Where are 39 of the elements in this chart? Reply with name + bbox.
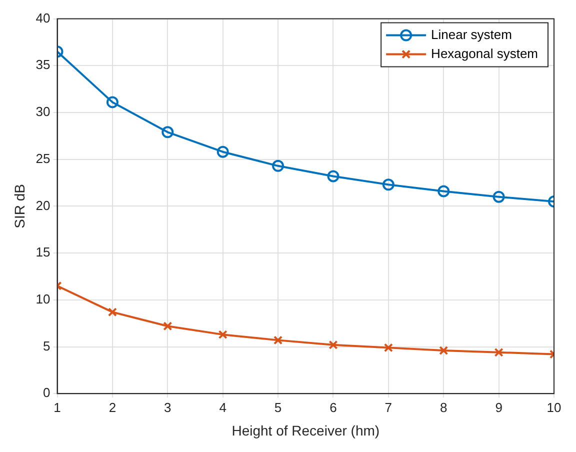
point <box>218 330 228 340</box>
y-tick-label: 40 <box>36 10 50 26</box>
y-tick-label: 5 <box>43 338 50 354</box>
y-tick-label: 0 <box>43 385 50 400</box>
y-tick-label: 35 <box>36 57 50 72</box>
point <box>492 190 505 203</box>
point <box>162 126 174 138</box>
point <box>439 346 448 356</box>
point <box>274 336 283 345</box>
y-tick-label: 10 <box>36 291 50 306</box>
y-tick-label: 30 <box>36 104 50 120</box>
point <box>328 340 338 350</box>
point <box>108 308 117 317</box>
x-tick-label: 3 <box>164 400 172 415</box>
x-tick-label: 1 <box>54 400 61 415</box>
point <box>327 170 340 182</box>
point <box>494 348 504 357</box>
x-tick-label: 4 <box>219 400 226 415</box>
point <box>384 343 393 352</box>
legend-label: Hexagonal system <box>431 46 538 61</box>
x-axis-title: Height of Receiver (hm) <box>232 422 380 438</box>
x-tick-label: 10 <box>546 400 562 415</box>
point <box>216 146 229 158</box>
point <box>106 96 118 108</box>
y-tick-label: 15 <box>36 244 50 260</box>
legend-label: Linear system <box>431 26 512 42</box>
point <box>272 160 284 172</box>
x-tick-label: 7 <box>384 400 392 415</box>
point <box>163 322 172 331</box>
x-tick-label: 6 <box>330 400 337 415</box>
x-tick-label: 9 <box>495 400 502 415</box>
y-tick-label: 25 <box>36 150 50 166</box>
point <box>438 185 450 198</box>
y-axis-title: SIR dB <box>11 184 28 228</box>
x-tick-label: 8 <box>440 400 448 415</box>
x-tick-label: 5 <box>274 400 282 415</box>
x-tick-label: 2 <box>108 400 116 415</box>
point <box>382 178 394 191</box>
y-tick-label: 20 <box>36 198 50 213</box>
